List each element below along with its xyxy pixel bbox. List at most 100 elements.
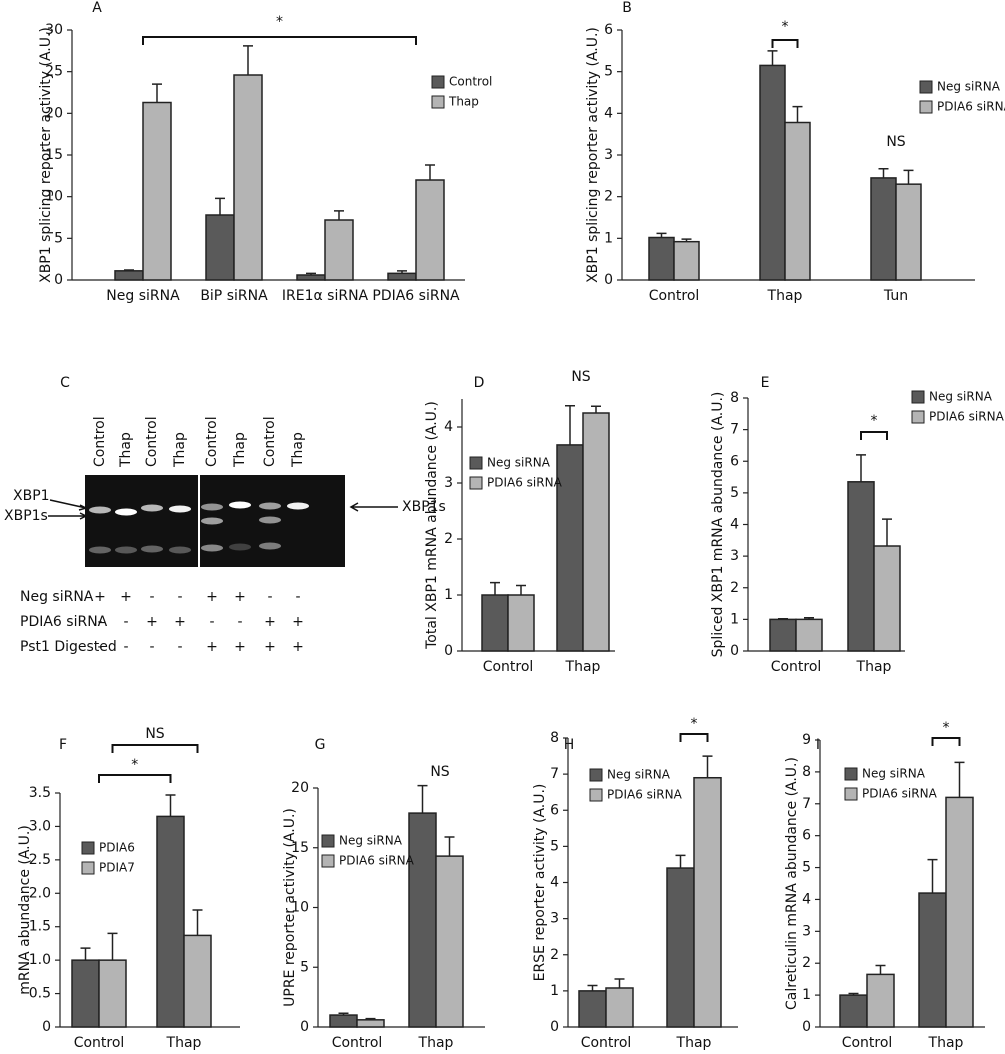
row-mark: + [292,639,304,655]
bar [71,959,100,1028]
error-bar [565,404,575,445]
bar [114,270,144,281]
error-bar [856,454,866,482]
y-tick-label: 2.5 [29,852,51,868]
significance-bracket [111,744,199,753]
y-tick-label: 3 [550,911,559,927]
y-axis-label: Spliced XBP1 mRNA abundance (A.U.) [710,392,726,658]
y-tick-label: 6 [802,828,811,844]
legend-label: PDIA6 siRNA [607,788,683,802]
y-tick-label: 1 [730,611,739,627]
error-bar [681,238,692,242]
legend-swatch [321,854,335,868]
x-tick-label: Control [74,1035,125,1050]
bar [847,481,875,652]
gel-band [201,517,223,525]
error-bar [124,269,134,271]
bar [98,959,127,1028]
error-bar [516,584,526,595]
significance-label: * [871,413,878,429]
error-bar [417,784,428,814]
x-tick-label: Control [842,1035,893,1050]
y-tick-label: 20 [45,105,63,121]
y-tick-label: 7 [730,422,739,438]
error-bar [792,105,803,123]
legend-swatch [81,861,95,875]
significance-bracket [98,774,172,783]
legend-label: PDIA6 siRNA [937,100,1005,114]
gel-band [201,544,223,552]
significance-bracket [860,431,888,440]
lane-label: Thap [172,432,188,468]
legend-swatch [589,788,603,802]
legend-swatch [911,390,925,404]
bar [605,987,634,1028]
error-bar [878,168,889,178]
legend-label: PDIA6 siRNA [929,410,1005,424]
y-tick-label: 30 [45,22,63,38]
y-tick-label: 1 [604,230,613,246]
error-bar [243,45,253,75]
panel-label: H [564,737,575,753]
bar [795,618,823,652]
gel-band [201,503,223,511]
bar [666,867,695,1028]
error-bar [334,210,344,220]
bar [945,796,974,1028]
bar [873,545,901,652]
x-tick-label: Control [771,659,822,675]
lane-label: Control [262,416,278,467]
legend-label: Neg siRNA [937,80,1001,94]
panel-label: D [474,375,485,391]
error-bar [882,518,892,547]
row-mark: - [177,639,182,655]
y-tick-label: 0 [604,272,613,288]
gel-band [115,508,137,516]
band-label: XBP1s [4,508,48,524]
bar [356,1019,385,1028]
gel-band [229,543,251,551]
x-tick-label: Thap [856,659,892,675]
gel-band [141,504,163,512]
legend-label: PDIA6 siRNA [862,787,938,801]
row-mark: + [292,614,304,630]
error-bar [397,270,407,274]
lane-label: Control [204,416,220,467]
error-bar [927,858,938,894]
legend-swatch [81,841,95,855]
legend-label: PDIA6 siRNA [339,854,415,868]
error-bar [875,964,886,975]
x-tick-label: Control [581,1035,632,1050]
y-tick-label: 5 [54,230,63,246]
row-mark: - [123,614,128,630]
row-mark: + [264,639,276,655]
error-bar [675,854,686,869]
lane-label: Thap [290,432,306,468]
row-mark: - [97,614,102,630]
lane-label: Thap [118,432,134,468]
significance-label: * [276,14,283,30]
y-axis-label: mRNA abundance (A.U.) [17,825,33,995]
error-bar [656,232,667,238]
y-tick-label: 2 [604,189,613,205]
x-tick-label: Neg siRNA [106,288,180,304]
significance-label: NS [886,134,905,150]
panel-label: I [816,737,820,753]
y-axis-label: ERSE reporter activity (A.U.) [532,784,548,982]
legend-swatch [321,834,335,848]
legend-label: PDIA7 [99,861,135,875]
y-tick-label: 0 [730,643,739,659]
bar [693,776,722,1028]
y-tick-label: 5 [300,959,309,975]
x-tick-label: BiP siRNA [200,288,268,304]
y-tick-label: 7 [550,766,559,782]
bar [918,892,947,1028]
y-tick-label: 0 [54,272,63,288]
row-label: Pst1 Digested [20,639,117,655]
y-tick-label: 2 [550,947,559,963]
row-mark: - [209,614,214,630]
y-tick-label: 1.0 [29,952,51,968]
error-bar [80,947,91,961]
bar [895,183,922,281]
x-tick-label: Control [483,659,534,675]
